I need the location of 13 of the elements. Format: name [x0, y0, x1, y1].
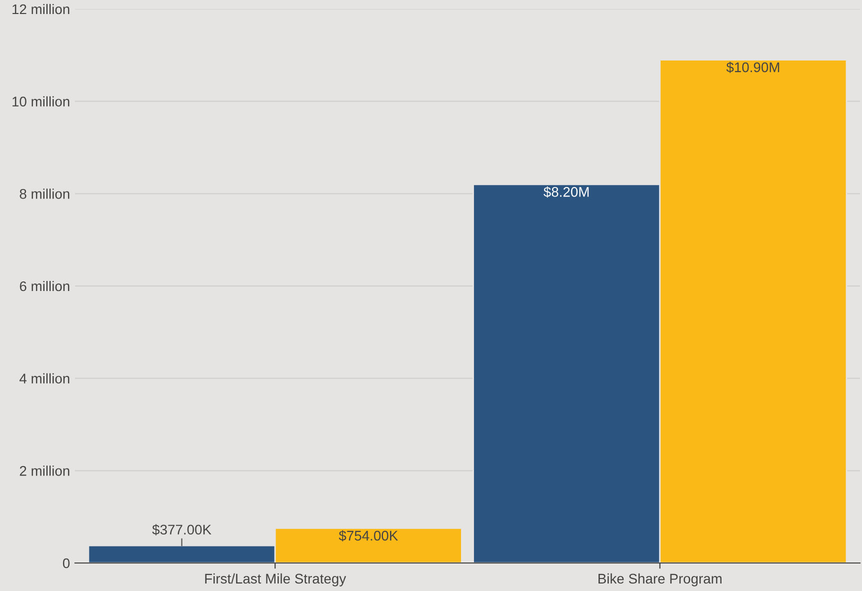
y-tick-label: 8 million	[20, 188, 70, 199]
data-label: $10.90M	[726, 62, 780, 74]
y-tick-label: 2 million	[20, 466, 70, 476]
y-tick-label: 10 million	[12, 96, 70, 107]
y-tick-label: 0	[62, 558, 70, 568]
y-tick-label: 4 million	[20, 373, 70, 384]
y-tick-label: 12 million	[12, 4, 70, 14]
y-tick-label: 6 million	[20, 280, 70, 292]
data-label: $754.00K	[338, 530, 398, 542]
data-label: $8.20M	[544, 186, 589, 198]
x-tick-label: Bike Share Program	[598, 573, 722, 586]
x-tick-label: First/Last Mile Strategy	[205, 573, 346, 586]
data-label: $377.00K	[152, 524, 212, 536]
